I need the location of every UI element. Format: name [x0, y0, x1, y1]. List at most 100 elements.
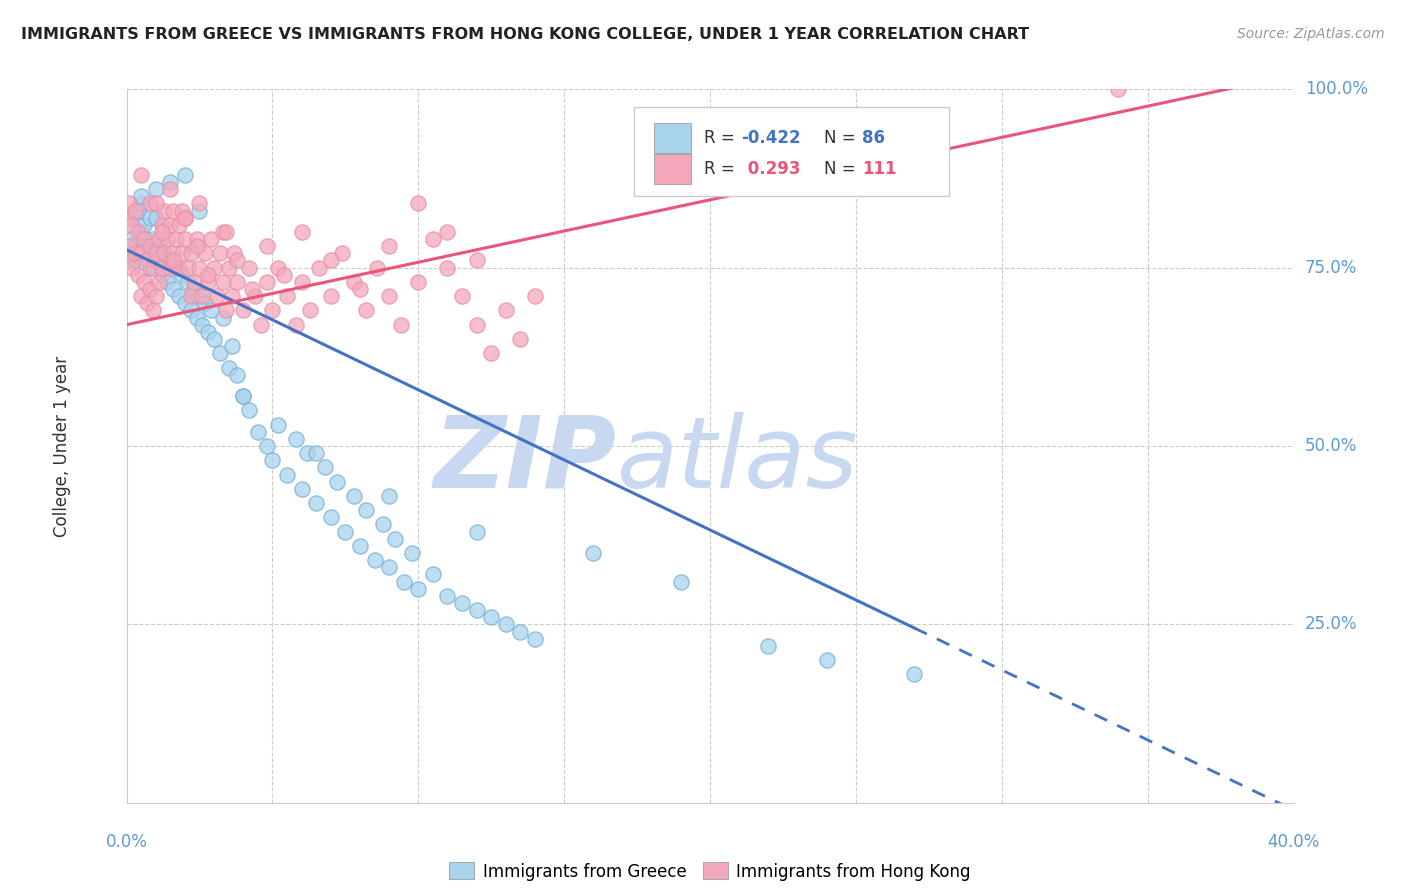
Point: [174, 168, 197, 182]
Point: [378, 239, 401, 253]
Point: [290, 482, 312, 496]
FancyBboxPatch shape: [654, 154, 692, 184]
Point: [756, 639, 779, 653]
Point: [197, 275, 219, 289]
Text: N =: N =: [824, 161, 862, 178]
Point: [139, 211, 162, 225]
Point: [142, 260, 165, 275]
Point: [284, 318, 307, 332]
Point: [465, 603, 488, 617]
Point: [115, 239, 138, 253]
Point: [180, 289, 202, 303]
Text: 111: 111: [862, 161, 896, 178]
Point: [221, 339, 243, 353]
Point: [159, 260, 181, 275]
Point: [325, 475, 347, 489]
Point: [150, 225, 173, 239]
Point: [167, 289, 190, 303]
Text: -0.422: -0.422: [741, 128, 801, 146]
Point: [226, 253, 249, 268]
Point: [582, 546, 605, 560]
Point: [276, 467, 298, 482]
Point: [273, 268, 295, 282]
Point: [205, 289, 228, 303]
Point: [194, 246, 217, 260]
Point: [243, 289, 266, 303]
Point: [191, 289, 214, 303]
Point: [232, 389, 254, 403]
Point: [124, 253, 146, 268]
Point: [354, 303, 377, 318]
Point: [129, 289, 152, 303]
Point: [150, 218, 173, 232]
Point: [436, 589, 458, 603]
Point: [451, 596, 474, 610]
Point: [215, 303, 238, 318]
Point: [167, 260, 190, 275]
Point: [121, 260, 143, 275]
Point: [194, 296, 217, 310]
Point: [188, 260, 211, 275]
Text: ZIP: ZIP: [433, 412, 617, 508]
Text: R =: R =: [704, 161, 740, 178]
Point: [132, 218, 155, 232]
Point: [188, 196, 211, 211]
Point: [240, 282, 263, 296]
Point: [232, 303, 254, 318]
Point: [148, 275, 170, 289]
Point: [200, 232, 222, 246]
Point: [246, 425, 269, 439]
Point: [162, 282, 184, 296]
Point: [218, 360, 240, 375]
Text: 25.0%: 25.0%: [1305, 615, 1357, 633]
Point: [170, 268, 193, 282]
Text: 0.293: 0.293: [741, 161, 800, 178]
Point: [165, 232, 187, 246]
Text: 40.0%: 40.0%: [1267, 833, 1320, 851]
Point: [177, 260, 200, 275]
Point: [139, 196, 162, 211]
Point: [170, 203, 193, 218]
Point: [159, 182, 181, 196]
Point: [401, 546, 423, 560]
Point: [174, 296, 197, 310]
Point: [127, 268, 149, 282]
Text: Source: ZipAtlas.com: Source: ZipAtlas.com: [1237, 27, 1385, 41]
Point: [139, 239, 162, 253]
Point: [422, 567, 444, 582]
Point: [165, 260, 187, 275]
Point: [177, 275, 200, 289]
Point: [267, 260, 290, 275]
Point: [129, 168, 152, 182]
Point: [221, 289, 243, 303]
Point: [162, 203, 184, 218]
Point: [153, 246, 176, 260]
Point: [159, 253, 181, 268]
Point: [183, 282, 205, 296]
Text: R =: R =: [704, 128, 740, 146]
Point: [115, 253, 138, 268]
Point: [308, 260, 330, 275]
Point: [174, 211, 197, 225]
Text: 75.0%: 75.0%: [1305, 259, 1357, 277]
Point: [238, 403, 260, 417]
Point: [276, 289, 298, 303]
Point: [314, 460, 336, 475]
Point: [256, 239, 278, 253]
Point: [451, 289, 474, 303]
Text: 86: 86: [862, 128, 884, 146]
Point: [127, 225, 149, 239]
Point: [262, 303, 284, 318]
Point: [215, 225, 238, 239]
Text: IMMIGRANTS FROM GREECE VS IMMIGRANTS FROM HONG KONG COLLEGE, UNDER 1 YEAR CORREL: IMMIGRANTS FROM GREECE VS IMMIGRANTS FRO…: [21, 27, 1029, 42]
Point: [392, 574, 415, 589]
Point: [479, 346, 502, 360]
Point: [136, 253, 159, 268]
Point: [408, 275, 430, 289]
Point: [389, 318, 412, 332]
Point: [118, 239, 141, 253]
Point: [669, 574, 692, 589]
Point: [186, 232, 208, 246]
Point: [465, 524, 488, 539]
Point: [186, 239, 208, 253]
